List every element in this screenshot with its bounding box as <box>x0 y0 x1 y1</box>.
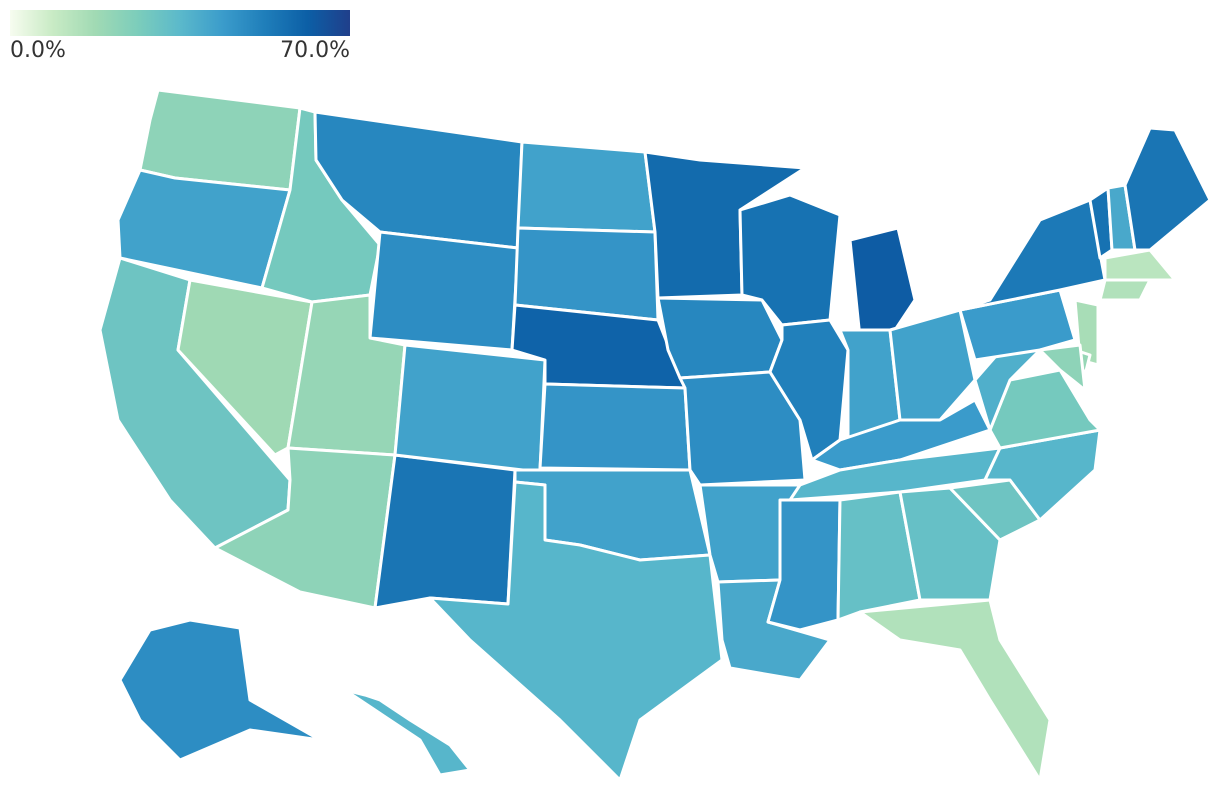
state-region-ny <box>958 198 1107 312</box>
legend-gradient-bar <box>10 10 350 36</box>
state-region-nm <box>373 453 517 610</box>
state-region-tx <box>428 480 724 782</box>
state-region-nv <box>176 278 314 457</box>
legend-max-label: 70.0% <box>280 38 350 63</box>
state-region-fl <box>858 598 1052 782</box>
state-region-wy <box>368 230 520 352</box>
state-region-ct <box>1098 278 1152 302</box>
state-region-mi <box>848 226 917 340</box>
color-legend: 0.0% 70.0% <box>10 10 350 63</box>
state-region-nd <box>516 140 657 234</box>
state-region-co <box>393 343 547 474</box>
state-region-oh <box>888 308 977 422</box>
state-region-ak <box>118 618 322 762</box>
state-region-md <box>1038 343 1087 392</box>
state-region-ma <box>1103 248 1177 282</box>
state-region-ks <box>538 382 692 472</box>
state-region-ia <box>656 296 784 380</box>
state-region-ms <box>766 498 842 632</box>
state-region-al <box>836 490 922 622</box>
state-region-me <box>1123 126 1212 252</box>
state-region-hi <box>343 688 472 777</box>
legend-min-label: 0.0% <box>10 38 66 63</box>
